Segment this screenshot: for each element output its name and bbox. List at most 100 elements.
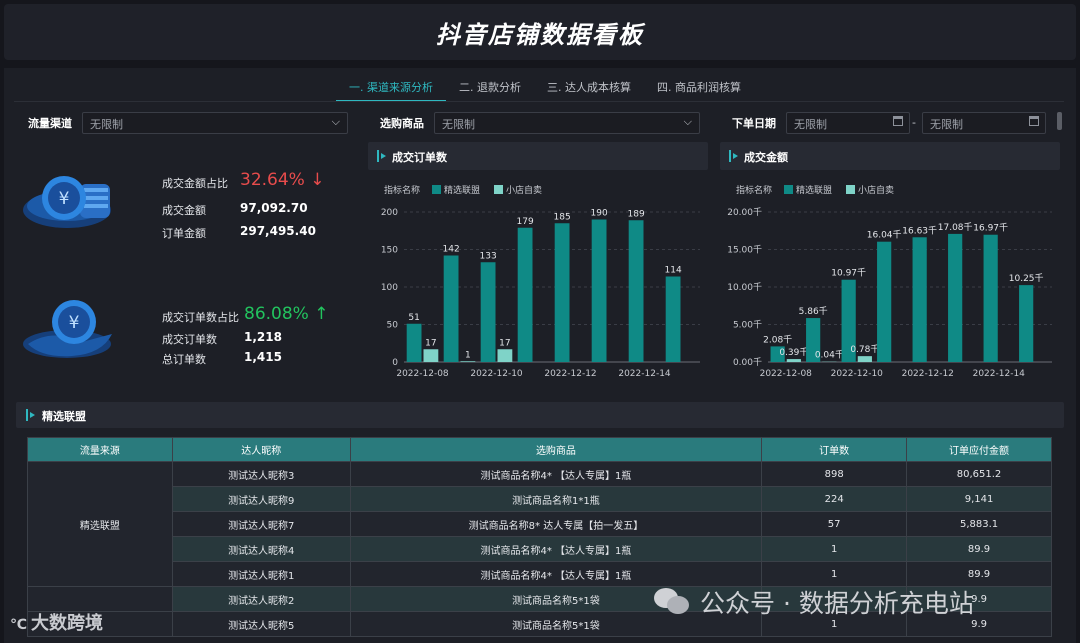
data-label: 1	[465, 350, 471, 360]
channel-select[interactable]: 无限制 ⌵	[82, 112, 348, 134]
tab-channel-source[interactable]: 一. 渠道来源分析	[336, 74, 446, 102]
scrollbar-thumb[interactable]	[1057, 112, 1062, 130]
data-label: 0.39千	[779, 347, 808, 358]
watermark-right-text: 公众号 · 数据分析充电站	[700, 589, 974, 618]
flag-icon	[381, 153, 386, 159]
bar-series1	[443, 255, 459, 362]
table-row[interactable]: 测试达人昵称7 测试商品名称8* 达人专属【拍一发五】 57 5,883.1	[28, 511, 1052, 537]
product-select[interactable]: 无限制 ⌵	[434, 112, 700, 134]
table-row[interactable]: 测试达人昵称2 测试商品名称5*1袋 1 9.9	[27, 586, 1052, 612]
y-tick-label: 10.00千	[727, 282, 762, 293]
column-header[interactable]: 流量来源	[27, 437, 173, 462]
bar-series1	[406, 323, 422, 362]
tab-divider	[14, 101, 1064, 102]
amount-ratio-value: 32.64% ↓	[240, 170, 324, 190]
table-row[interactable]: 测试达人昵称1 测试商品名称4* 【达人专属】1瓶 1 89.9	[28, 561, 1052, 587]
legend-title: 指标名称	[736, 184, 772, 196]
tab-influencer-cost[interactable]: 三. 达人成本核算	[547, 81, 631, 94]
wechat-icon	[654, 588, 692, 616]
chart-header: 成交订单数	[368, 142, 708, 170]
bar-series1	[480, 262, 496, 362]
amount-label: 成交金额	[162, 204, 206, 217]
column-header[interactable]: 达人昵称	[171, 437, 351, 462]
amount-value: 97,092.70	[240, 201, 308, 215]
date-to-value: 无限制	[930, 118, 963, 131]
table-row[interactable]: 测试达人昵称4 测试商品名称4* 【达人专属】1瓶 1 89.9	[28, 536, 1052, 562]
data-label: 10.97千	[831, 268, 866, 279]
channel-filter-label: 流量渠道	[28, 117, 72, 130]
arrow-down-icon: ↓	[310, 170, 325, 190]
date-from-value: 无限制	[794, 118, 827, 131]
bar-series1	[554, 223, 570, 362]
y-tick-label: 200	[381, 208, 398, 218]
count-value: 1,218	[244, 330, 282, 344]
x-tick-label: 2022-12-08	[760, 369, 813, 379]
bar-series1	[1019, 285, 1034, 362]
column-header[interactable]: 订单应付金额	[906, 437, 1052, 462]
bar-series1	[591, 219, 607, 362]
watermark-right: 公众号 · 数据分析充电站	[654, 584, 974, 620]
y-tick-label: 5.00千	[733, 320, 762, 331]
column-header[interactable]: 订单数	[761, 437, 908, 462]
channel-select-value: 无限制	[90, 118, 123, 131]
tab-refund[interactable]: 二. 退款分析	[459, 81, 521, 94]
coin-stack-icon: ¥	[23, 176, 111, 228]
legend-title: 指标名称	[384, 184, 420, 196]
chevron-down-icon: ⌵	[331, 115, 340, 128]
data-label: 51	[408, 313, 419, 323]
title-bar: 抖音店铺数据看板	[4, 4, 1076, 60]
bar-series2	[497, 349, 513, 362]
table-cell-source	[27, 586, 173, 612]
table-header-row: 流量来源 达人昵称 选购商品 订单数 订单应付金额	[27, 437, 1052, 462]
legend-swatch	[432, 185, 441, 194]
data-label: 185	[554, 212, 571, 222]
section-title: 精选联盟	[42, 410, 86, 423]
x-tick-label: 2022-12-10	[831, 369, 884, 379]
chart-header: 成交金额	[720, 142, 1060, 170]
section-header: 精选联盟	[16, 402, 1064, 428]
table-row[interactable]: 精选联盟 测试达人昵称3 测试商品名称4* 【达人专属】1瓶 898 80,651.2	[27, 461, 1052, 587]
data-label: 0.78千	[850, 344, 879, 355]
data-label: 190	[591, 209, 608, 219]
bar-series1	[665, 276, 681, 362]
x-tick-label: 2022-12-14	[973, 369, 1026, 379]
bar-series1	[912, 237, 927, 362]
date-to-input[interactable]: 无限制	[922, 112, 1046, 134]
x-tick-label: 2022-12-12	[902, 369, 954, 379]
data-label: 0.04千	[815, 350, 844, 361]
date-filter-label: 下单日期	[732, 117, 776, 130]
bar-series2	[423, 349, 439, 362]
order-count-plot: 指标名称 精选联盟 小店自卖 0 50 100 150 200 51 17 142 1 133 17 179…	[381, 184, 700, 379]
date-from-input[interactable]: 无限制	[786, 112, 910, 134]
svg-text:¥: ¥	[59, 189, 70, 209]
table-cell: 测试商品名称5*1袋	[349, 611, 763, 637]
count-label: 成交订单数	[162, 333, 217, 346]
table-cell: 1	[761, 611, 908, 637]
order-amount-value: 297,495.40	[240, 224, 316, 238]
y-tick-label: 0.00千	[733, 357, 762, 368]
chart-title: 成交金额	[744, 151, 788, 164]
table-cell: 57	[761, 511, 908, 537]
arrow-up-icon: ↑	[314, 304, 329, 324]
bar-series2	[857, 356, 872, 362]
flag-icon	[30, 412, 35, 418]
watermark-left: ℃ 大数跨境	[10, 609, 103, 635]
x-tick-label: 2022-12-08	[396, 369, 449, 379]
amount-chart: 成交金额 指标名称 精选联盟 小店自卖 0.00千 5.00千 10.00千 15.00千 2…	[720, 142, 1060, 382]
detail-table: 流量来源 达人昵称 选购商品 订单数 订单应付金额 精选联盟 测试达人昵称3 测试商…	[27, 437, 1052, 637]
table-cell: 224	[761, 486, 908, 512]
table-cell: 测试商品名称5*1袋	[349, 586, 763, 612]
tab-product-profit[interactable]: 四. 商品利润核算	[657, 81, 741, 94]
amount-plot: 指标名称 精选联盟 小店自卖 0.00千 5.00千 10.00千 15.00千 20.00千…	[727, 184, 1052, 379]
bar-series1	[948, 233, 963, 362]
legend-swatch	[846, 185, 855, 194]
table-row[interactable]: 测试达人昵称9 测试商品名称1*1瓶 224 9,141	[28, 486, 1052, 512]
watermark-left-text: 大数跨境	[30, 613, 103, 634]
y-tick-label: 20.00千	[727, 207, 762, 218]
table-row[interactable]: 测试达人昵称5 测试商品名称5*1袋 1 9.9	[27, 611, 1052, 637]
count-ratio-percent: 86.08%	[244, 304, 309, 324]
table-cell: 9.9	[906, 586, 1052, 612]
column-header[interactable]: 选购商品	[349, 437, 763, 462]
x-tick-label: 2022-12-10	[470, 369, 523, 379]
y-tick-label: 150	[381, 246, 398, 256]
